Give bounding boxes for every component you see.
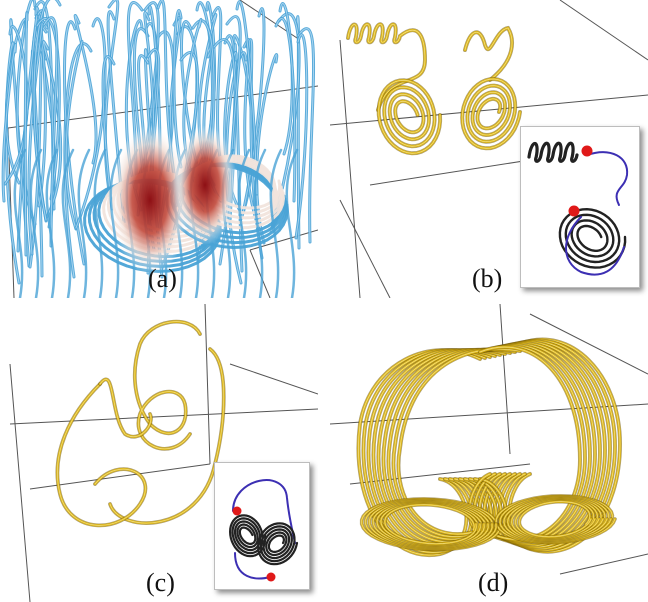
streamline-c-right-highlight [134, 321, 201, 450]
streamline-a-highlight [35, 7, 46, 207]
inset-c-link [232, 479, 296, 544]
streamline-a-highlight [275, 18, 296, 202]
coil-d-right-highlight [518, 501, 592, 538]
streamline-a-lower [285, 148, 299, 298]
streamline-a-highlight [65, 41, 83, 230]
streamline-a-highlight [102, 55, 115, 210]
streamline-a-highlight [36, 18, 60, 200]
streamline-a-highlight [295, 34, 308, 239]
panel-b-inset-render [527, 141, 629, 276]
panel-c-streamlines [55, 319, 226, 528]
vortex-coil-b-left-highlight [378, 79, 441, 154]
panel-d-label: (d) [478, 568, 509, 597]
seed-point [232, 506, 242, 516]
streamline-a-highlight [43, 17, 58, 247]
inset-b-link [586, 151, 629, 206]
panel-b-label: (b) [472, 264, 503, 293]
streamline-a-lower [61, 148, 75, 298]
panel-d-streamlines [356, 337, 623, 558]
streamline-a [73, 13, 98, 165]
streamline-a-lower [237, 148, 251, 298]
panel-c-label: (c) [146, 568, 175, 597]
seed-point [581, 145, 593, 157]
panel-b-inset [520, 126, 640, 288]
seed-point [266, 572, 276, 582]
streamline-a-highlight [74, 14, 97, 164]
panel-c-inset-render [228, 479, 299, 582]
streamline-a-highlight [2, 43, 16, 202]
streamline-a-highlight [17, 15, 38, 252]
panel-d: (d) [330, 304, 648, 602]
streamline-c-left-highlight [57, 383, 146, 526]
streamline-a-highlight [33, 0, 61, 221]
streamline-a-highlight [297, 28, 315, 243]
streamline-a-highlight [173, 9, 182, 168]
streamline-b-left-highlight [347, 23, 426, 111]
streamline-a-highlight [24, 12, 28, 256]
streamline-a-lower [269, 148, 283, 298]
streamline-c-link-highlight [99, 379, 152, 437]
streamline-a-highlight [64, 21, 85, 265]
vortex-coil-b-right-highlight [461, 78, 521, 149]
streamline-a-lower [45, 148, 59, 298]
inset-b-coil [527, 141, 579, 163]
panel-a-label: (a) [148, 264, 177, 293]
coil-d-left-highlight [384, 504, 477, 545]
panel-b-streamlines [346, 22, 522, 156]
panel-b-render [330, 0, 648, 298]
inset-c-spiral-right [256, 522, 299, 566]
vortex-core-left [110, 125, 190, 275]
inset-c-spiral-left [228, 514, 267, 558]
streamline-a-lower [253, 148, 267, 298]
inset-b-spiral [558, 207, 627, 269]
panel-c: (c) [0, 304, 318, 602]
seed-point [568, 205, 580, 217]
panel-c-render [9, 304, 318, 602]
panel-b-box [330, 0, 648, 298]
streamline-c-left [56, 382, 147, 527]
panel-a: (a) [0, 0, 318, 298]
panel-d-render [330, 304, 648, 575]
streamline-a-lower [13, 148, 27, 298]
streamline-c-left-shade [55, 382, 148, 528]
streamline-a-lower [93, 148, 107, 298]
inset-b-link2 [565, 216, 625, 276]
streamline-b-right [463, 26, 514, 82]
panel-c-inset [214, 462, 310, 590]
inset-c-link2 [234, 552, 271, 580]
streamline-a-lower [29, 148, 43, 298]
streamline-a-highlight [75, 18, 106, 229]
streamline-a-highlight [42, 41, 62, 218]
streamline-a-lower [77, 148, 91, 298]
streamline-b-right-highlight [464, 27, 513, 81]
panel-b: (b) [330, 0, 648, 298]
streamline-a-highlight [236, 1, 258, 195]
panel-a-render [1, 0, 318, 298]
vortex-core-right [173, 125, 237, 245]
